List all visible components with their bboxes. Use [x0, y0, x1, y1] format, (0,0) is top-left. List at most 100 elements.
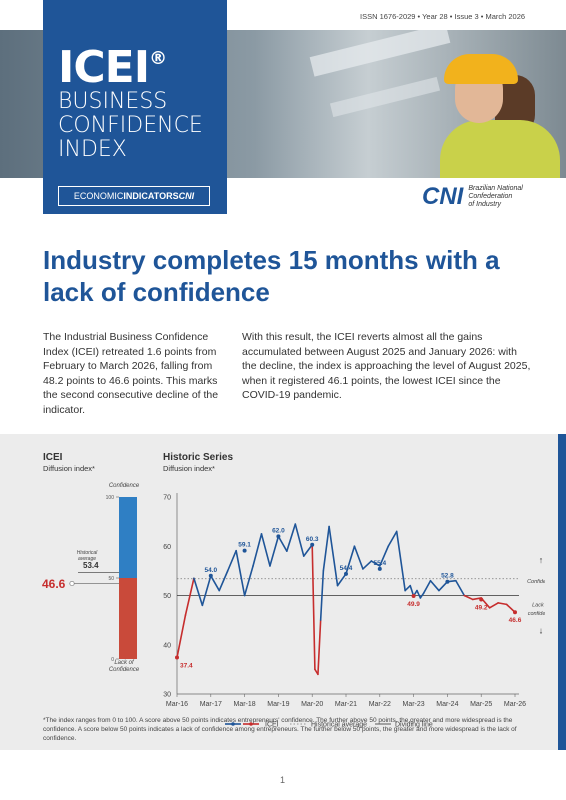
- series-segment: [416, 589, 422, 599]
- series-segment: [463, 594, 474, 601]
- series-segment: [455, 579, 466, 597]
- series-segment: [404, 584, 412, 592]
- gauge-confidence-label: Confidence: [108, 483, 140, 489]
- series-segment: [184, 577, 195, 616]
- series-segment: [322, 525, 330, 572]
- series-segment: [286, 523, 297, 552]
- legend-icei-dot: [231, 722, 235, 726]
- data-point: [479, 597, 484, 602]
- data-point: [310, 542, 315, 547]
- series-segment: [176, 614, 187, 659]
- series-segment: [201, 575, 212, 607]
- issn-line: ISSN 1676-2029 • Year 28 • Issue 3 • Mar…: [360, 12, 526, 21]
- series-segment: [497, 602, 508, 606]
- gauge-tick-label: 100: [106, 495, 115, 501]
- data-point: [344, 571, 348, 576]
- x-tick-label: Mar-26: [504, 701, 526, 708]
- accent-bar: [558, 434, 566, 750]
- data-point: [445, 579, 450, 584]
- chart-title: Historic Series: [163, 452, 234, 463]
- x-tick-label: Mar-16: [166, 701, 188, 708]
- series-segment: [387, 530, 398, 548]
- data-point: [175, 655, 179, 660]
- series-segment: [311, 543, 316, 671]
- data-label: 62.0: [272, 527, 285, 534]
- gauge-confidence-zone: [119, 497, 137, 578]
- series-segment: [488, 602, 499, 609]
- x-tick-label: Mar-25: [470, 701, 492, 708]
- brand-subtitle: BUSINESS CONFIDENCE INDEX: [58, 89, 203, 162]
- y-tick-label: 50: [163, 593, 171, 600]
- data-label: 54.4: [340, 565, 353, 572]
- series-segment: [277, 535, 288, 552]
- series-segment: [302, 543, 313, 557]
- x-tick-label: Mar-19: [267, 701, 289, 708]
- series-segment: [353, 545, 364, 570]
- series-segment: [243, 565, 254, 597]
- series-segment: [345, 545, 356, 575]
- data-point: [208, 573, 213, 578]
- x-tick-label: Mar-18: [234, 701, 256, 708]
- series-segment: [429, 579, 440, 592]
- gauge-lack-zone: [119, 578, 137, 659]
- body-column-1: The Industrial Business Confidence Index…: [43, 331, 219, 416]
- data-point: [513, 610, 517, 615]
- gauge-lack-label: Lack of Confidence: [108, 660, 140, 673]
- economic-indicators-badge: ECONOMIC INDICATORS CNI: [58, 186, 210, 206]
- x-tick-label: Mar-24: [436, 701, 458, 708]
- brand-panel: ICEI® BUSINESS CONFIDENCE INDEX ECONOMIC…: [43, 0, 227, 214]
- legend-icei-dot-red: [249, 722, 253, 726]
- gauge-title: ICEI: [43, 452, 63, 463]
- x-tick-label: Mar-21: [335, 701, 357, 708]
- confidence-arrow: ↑: [539, 555, 544, 565]
- gauge-tick-label: 0: [111, 657, 114, 663]
- lack-side-label: confidence: [528, 611, 545, 617]
- series-segment: [260, 533, 271, 567]
- series-segment: [422, 579, 432, 594]
- chart-panel: ICEI Diffusion index* Confidence Lack of…: [0, 434, 566, 750]
- x-tick-label: Mar-23: [403, 701, 425, 708]
- y-tick-label: 70: [163, 495, 171, 502]
- legend-div-label: Dividing line: [395, 722, 433, 729]
- series-segment: [336, 573, 347, 587]
- data-label: 54.0: [204, 567, 217, 574]
- data-label: 52.8: [441, 573, 454, 580]
- gauge-current-dot: [69, 580, 75, 587]
- series-segment: [252, 533, 263, 567]
- gauge-subtitle: Diffusion index*: [43, 464, 95, 473]
- data-label: 49.2: [475, 604, 488, 611]
- cni-logo: CNI Brazilian National Confederation of …: [422, 183, 523, 210]
- series-segment: [438, 580, 449, 592]
- page-number: 1: [280, 775, 286, 785]
- x-tick-label: Mar-20: [301, 701, 323, 708]
- x-tick-label: Mar-17: [200, 701, 222, 708]
- series-segment: [370, 560, 381, 567]
- data-label: 49.9: [407, 601, 420, 608]
- data-label: 37.4: [180, 663, 193, 670]
- lack-side-label: Lack of: [532, 602, 545, 608]
- line-chart: 30 40 50 60 70 Mar-16 Mar-17 Mar-18 Mar-19 Mar-20…: [163, 493, 545, 729]
- series-segment: [317, 619, 322, 676]
- gauge-current-value: 46.6: [42, 577, 66, 591]
- series-segment: [269, 535, 280, 567]
- data-point: [377, 566, 382, 571]
- data-point: [242, 548, 247, 553]
- footnote: *The index ranges from 0 to 100. A score…: [43, 717, 517, 742]
- gauge-svg: 100 50 0: [69, 495, 137, 663]
- y-tick-label: 30: [163, 692, 171, 699]
- series-segment: [226, 549, 237, 572]
- series-segment: [193, 577, 204, 607]
- headline: Industry completes 15 months with a lack…: [43, 245, 500, 307]
- chart-subtitle: Diffusion index*: [163, 464, 215, 473]
- y-tick-label: 40: [163, 642, 171, 649]
- data-label: 55.4: [373, 560, 386, 567]
- gauge-tick-label: 50: [108, 576, 114, 582]
- series-segment: [209, 575, 221, 592]
- series-segment: [294, 523, 305, 557]
- series-segment: [328, 525, 339, 587]
- series-segment: [235, 549, 246, 597]
- data-label: 60.3: [306, 536, 319, 543]
- series-segment: [419, 592, 425, 599]
- gauge-hist-value: 53.4: [83, 561, 99, 570]
- legend-hist-label: Historical average: [311, 722, 367, 729]
